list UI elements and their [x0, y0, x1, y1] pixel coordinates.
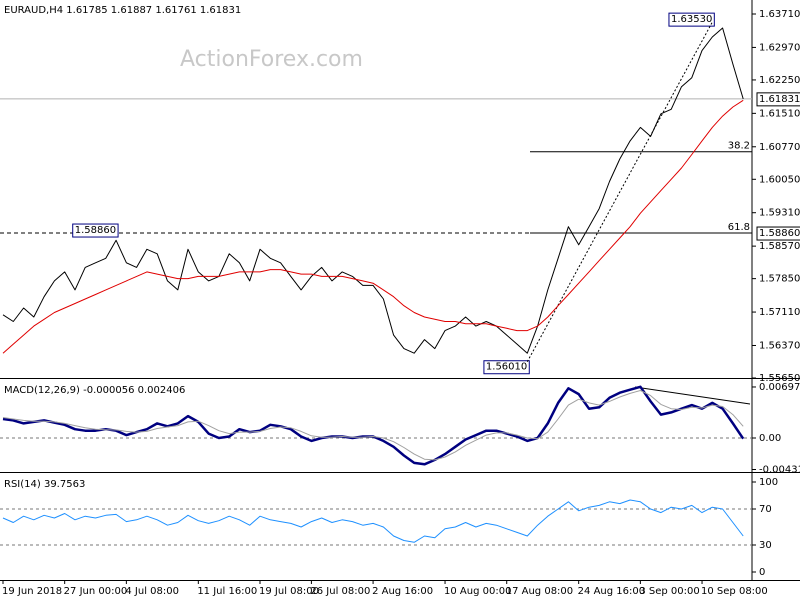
y-tick-label: 0.006976 [759, 382, 800, 393]
y-tick-label: 1.57850 [759, 274, 800, 285]
y-tick-label: -0.00431 [759, 465, 800, 476]
price-marker-label: 1.58860 [759, 228, 800, 239]
y-tick-label: 1.60770 [759, 142, 800, 153]
macd-title: MACD(12,26,9) -0.000056 0.002406 [4, 385, 185, 396]
y-tick-label: 1.57110 [759, 307, 800, 318]
x-tick-label: 10 Aug 00:00 [444, 586, 511, 597]
series-line [2, 99, 744, 354]
label-box [756, 92, 800, 107]
y-tick-label: 30 [759, 540, 772, 551]
fib-label: 38.2 [728, 141, 750, 152]
rsi-title: RSI(14) 39.7563 [4, 479, 85, 490]
label-box [72, 223, 119, 238]
x-tick-label: 17 Aug 08:00 [506, 586, 573, 597]
x-tick-label: 3 Sep 00:00 [639, 586, 699, 597]
y-tick-label: 1.58570 [759, 241, 800, 252]
y-tick-label: 1.56370 [759, 340, 800, 351]
series-line [2, 27, 744, 354]
x-tick-label: 27 Jun 00:00 [64, 586, 128, 597]
label-box [483, 360, 530, 375]
watermark: ActionForex.com [180, 47, 363, 72]
price-title: EURAUD,H4 1.61785 1.61887 1.61761 1.6183… [4, 5, 241, 16]
annotation-label: 1.56010 [486, 362, 527, 373]
x-tick-label: 19 Jun 2018 [2, 586, 62, 597]
label-box [668, 12, 715, 27]
y-tick-label: 1.62250 [759, 75, 800, 86]
x-tick-label: 26 Jul 08:00 [310, 586, 370, 597]
annotation-label: 1.63530 [671, 14, 712, 25]
series-line [2, 390, 744, 461]
series-line [2, 499, 744, 543]
y-tick-label: 1.62970 [759, 42, 800, 53]
y-tick-label: 1.60050 [759, 174, 800, 185]
y-tick-label: 1.59310 [759, 208, 800, 219]
y-tick-label: 1.61510 [759, 108, 800, 119]
y-tick-label: 70 [759, 504, 772, 515]
label-box [756, 226, 800, 241]
x-tick-label: 24 Aug 16:00 [578, 586, 645, 597]
x-tick-label: 11 Jul 16:00 [197, 586, 257, 597]
price-marker-label: 1.61831 [759, 94, 800, 105]
y-tick-label: 100 [759, 477, 778, 488]
x-tick-label: 2 Aug 16:00 [372, 586, 433, 597]
y-tick-label: 0.00 [759, 433, 781, 444]
y-tick-label: 0 [759, 567, 765, 578]
x-tick-label: 4 Jul 08:00 [125, 586, 179, 597]
x-tick-label: 10 Sep 08:00 [701, 586, 768, 597]
y-tick-label: 1.55650 [759, 373, 800, 384]
y-tick-label: 1.63710 [759, 9, 800, 20]
fib-label: 61.8 [728, 222, 750, 233]
x-tick-label: 19 Jul 08:00 [259, 586, 319, 597]
annotation-label: 1.58860 [75, 225, 116, 236]
macd-trendline [634, 386, 751, 405]
